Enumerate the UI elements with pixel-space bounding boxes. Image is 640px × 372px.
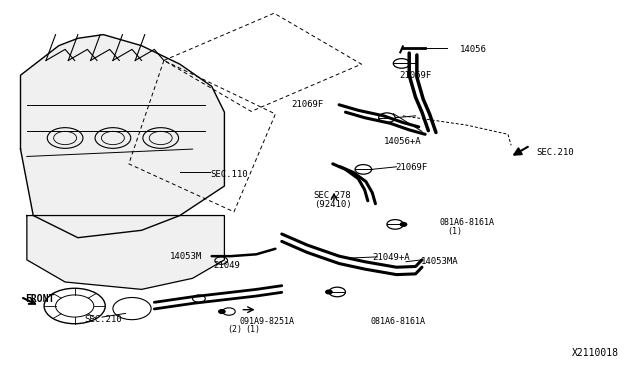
Text: (2): (2) — [228, 325, 243, 334]
Text: 21069F: 21069F — [399, 71, 432, 80]
Text: 14056+A: 14056+A — [384, 137, 421, 146]
Text: 21069F: 21069F — [291, 100, 324, 109]
Polygon shape — [27, 215, 225, 289]
Circle shape — [219, 310, 225, 313]
Text: FRONT: FRONT — [26, 294, 55, 304]
Text: (1): (1) — [246, 325, 260, 334]
Text: SEC.210: SEC.210 — [84, 315, 122, 324]
Text: 14053M: 14053M — [170, 251, 202, 261]
Circle shape — [326, 290, 332, 294]
Text: SEC.110: SEC.110 — [211, 170, 248, 179]
Polygon shape — [20, 35, 225, 238]
Text: SEC.210: SEC.210 — [537, 148, 574, 157]
Text: 091A9-8251A: 091A9-8251A — [240, 317, 294, 326]
Circle shape — [400, 222, 406, 226]
Text: SEC.278: SEC.278 — [314, 191, 351, 200]
Text: (1): (1) — [447, 227, 463, 235]
Text: 081A6-8161A: 081A6-8161A — [440, 218, 495, 227]
Text: (92410): (92410) — [314, 200, 351, 209]
Text: 21049: 21049 — [213, 261, 240, 270]
Text: 21069F: 21069F — [395, 163, 428, 172]
Text: 081A6-8161A: 081A6-8161A — [371, 317, 426, 326]
Text: 21049+A: 21049+A — [372, 253, 410, 263]
Text: 14056: 14056 — [460, 45, 487, 54]
Text: X2110018: X2110018 — [572, 348, 619, 358]
Text: 14053MA: 14053MA — [420, 257, 458, 266]
